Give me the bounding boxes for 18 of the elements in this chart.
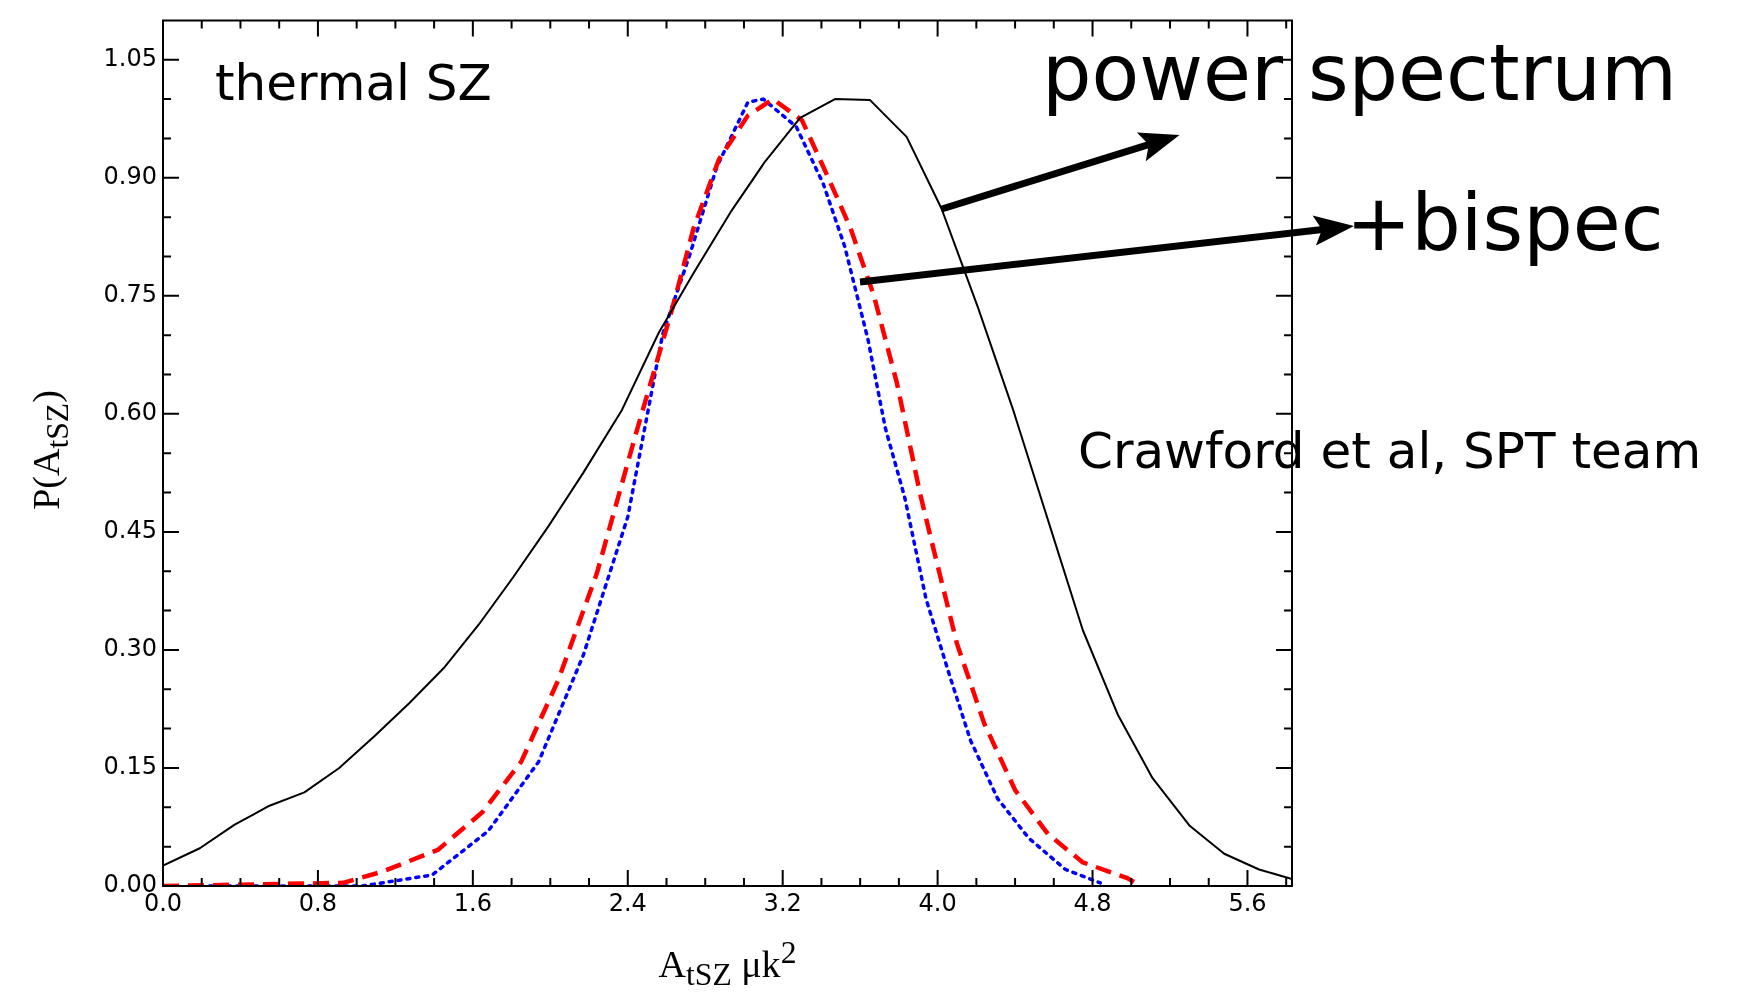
y-tick-label: 0.90 [103, 162, 157, 191]
x-axis-title: A$_{tSZ}$ μk$^{2}$ [657, 935, 798, 994]
annotation: thermal SZ [215, 54, 492, 112]
y-tick-label: 0.30 [103, 634, 157, 663]
x-tick-label: 3.2 [763, 888, 802, 917]
y-tick-label: 0.75 [103, 280, 157, 309]
x-tick-label: 5.6 [1228, 888, 1267, 917]
x-tick-label: 2.4 [608, 888, 647, 917]
y-tick-label: 0.15 [103, 752, 157, 781]
annotation: power spectrum [1042, 28, 1677, 118]
y-tick-label: 0.60 [103, 398, 157, 427]
x-tick-label: 4.0 [918, 888, 957, 917]
x-tick-label: 0.8 [298, 888, 338, 917]
y-tick-label: 0.45 [103, 516, 157, 545]
x-tick-label: 4.8 [1073, 888, 1112, 917]
y-tick-label: 1.05 [103, 43, 157, 72]
x-tick-label: 1.6 [453, 888, 492, 917]
text: +bispec [1346, 178, 1664, 268]
